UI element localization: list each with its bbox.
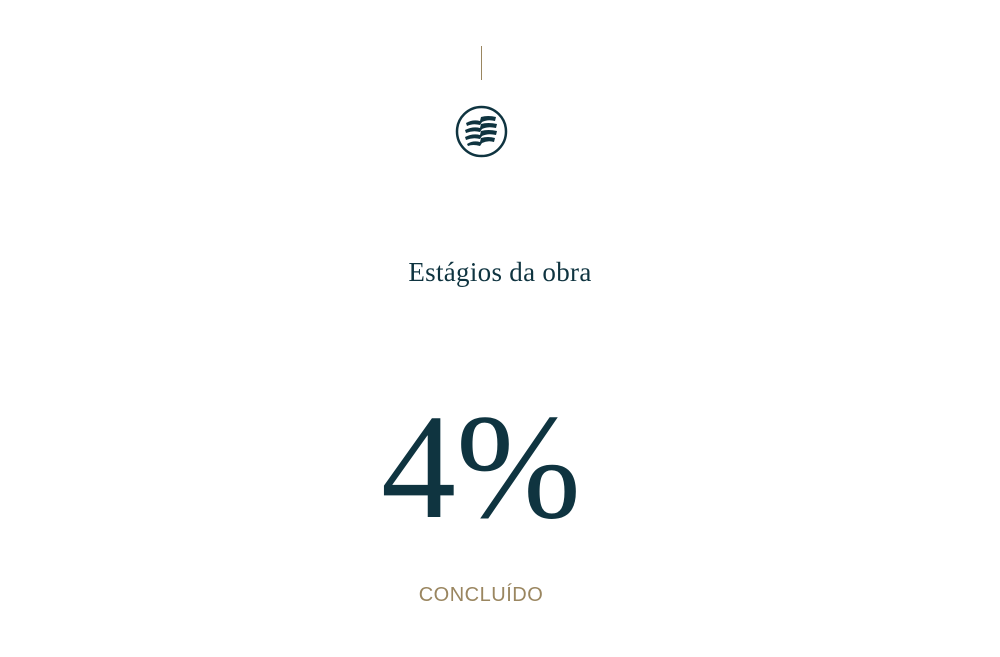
decorative-divider-line (481, 46, 482, 80)
section-title: Estágios da obra (408, 257, 592, 287)
progress-percentage: 4% (381, 384, 581, 550)
brand-logo-icon (455, 105, 508, 158)
progress-status-label: CONCLUÍDO (418, 584, 544, 606)
